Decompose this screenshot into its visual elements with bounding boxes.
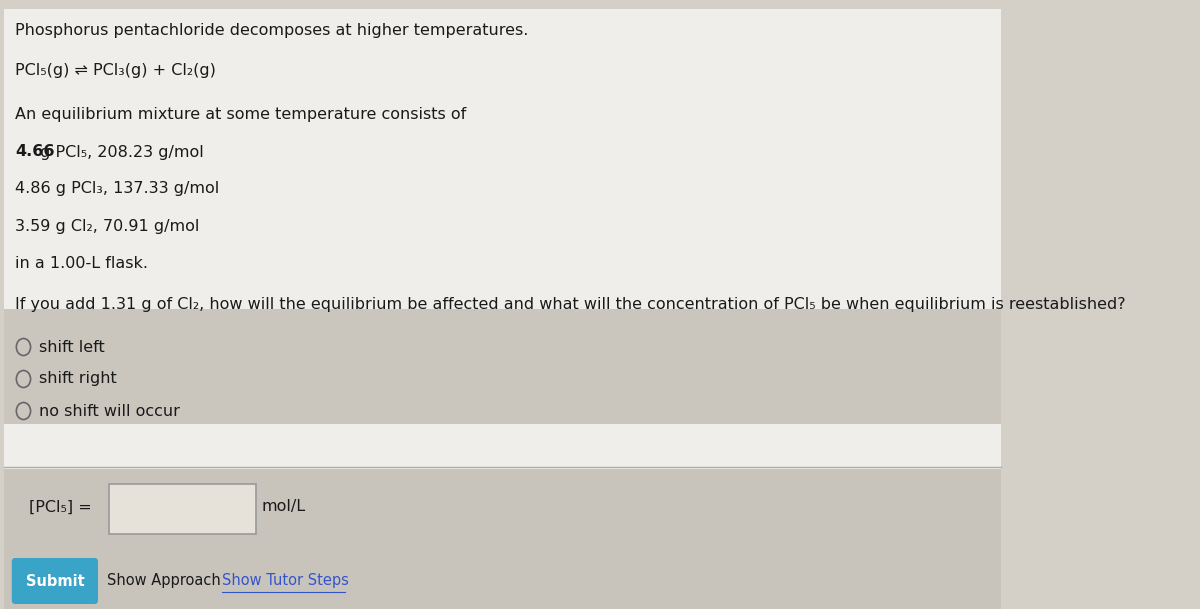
Text: no shift will occur: no shift will occur bbox=[40, 404, 180, 418]
Text: Show Tutor Steps: Show Tutor Steps bbox=[222, 574, 349, 588]
FancyBboxPatch shape bbox=[4, 9, 1001, 554]
Text: [PCl₅] =: [PCl₅] = bbox=[29, 499, 92, 515]
Text: g PCl₅, 208.23 g/mol: g PCl₅, 208.23 g/mol bbox=[35, 144, 204, 160]
Text: Submit: Submit bbox=[25, 574, 84, 588]
Text: PCl₅(g) ⇌ PCl₃(g) + Cl₂(g): PCl₅(g) ⇌ PCl₃(g) + Cl₂(g) bbox=[16, 63, 216, 79]
Text: mol/L: mol/L bbox=[262, 499, 306, 515]
Text: If you add 1.31 g of Cl₂, how will the equilibrium be affected and what will the: If you add 1.31 g of Cl₂, how will the e… bbox=[16, 297, 1126, 311]
FancyBboxPatch shape bbox=[4, 554, 1001, 609]
FancyBboxPatch shape bbox=[4, 469, 1001, 554]
FancyBboxPatch shape bbox=[4, 309, 1001, 424]
Text: 4.86 g PCl₃, 137.33 g/mol: 4.86 g PCl₃, 137.33 g/mol bbox=[16, 181, 220, 197]
Text: 3.59 g Cl₂, 70.91 g/mol: 3.59 g Cl₂, 70.91 g/mol bbox=[16, 219, 199, 233]
Text: in a 1.00-L flask.: in a 1.00-L flask. bbox=[16, 256, 148, 270]
FancyBboxPatch shape bbox=[12, 558, 98, 604]
Text: Show Approach: Show Approach bbox=[107, 574, 221, 588]
Text: Phosphorus pentachloride decomposes at higher temperatures.: Phosphorus pentachloride decomposes at h… bbox=[16, 24, 528, 38]
FancyBboxPatch shape bbox=[109, 484, 256, 534]
Text: shift right: shift right bbox=[40, 371, 118, 387]
Text: 4.66: 4.66 bbox=[16, 144, 54, 160]
Text: An equilibrium mixture at some temperature consists of: An equilibrium mixture at some temperatu… bbox=[16, 107, 467, 122]
Text: shift left: shift left bbox=[40, 339, 106, 354]
